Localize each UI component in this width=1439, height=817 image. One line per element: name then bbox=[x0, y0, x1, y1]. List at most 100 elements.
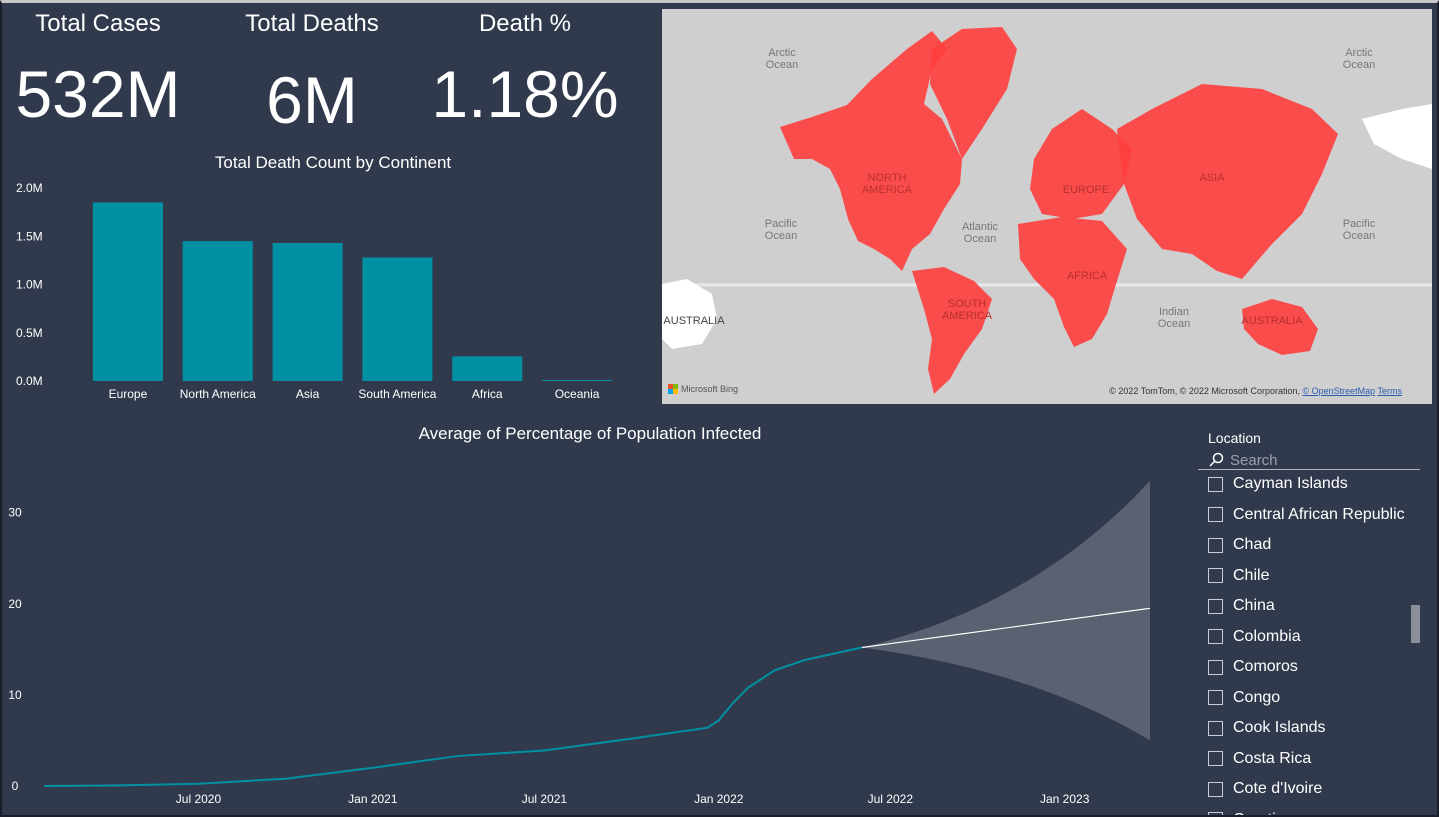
bar[interactable] bbox=[452, 356, 523, 381]
y-tick-label: 0 bbox=[12, 779, 19, 793]
map-label-europe: EUROPE bbox=[1063, 184, 1109, 196]
slicer-item-label: Colombia bbox=[1233, 627, 1301, 645]
series-line[interactable] bbox=[43, 646, 863, 787]
bar[interactable] bbox=[362, 257, 433, 381]
checkbox[interactable] bbox=[1208, 568, 1223, 584]
slicer-item[interactable]: Cayman Islands bbox=[1198, 469, 1420, 500]
map-label-australia: AUSTRALIA bbox=[1241, 315, 1303, 327]
slicer-scrollbar[interactable] bbox=[1411, 605, 1420, 643]
kpi-value: 6M bbox=[266, 63, 358, 137]
kpi-title: Total Cases bbox=[35, 10, 161, 37]
map-label-australia: AUSTRALIA bbox=[663, 315, 725, 327]
checkbox[interactable] bbox=[1208, 690, 1223, 706]
map-label-pacific-ocean: Pacific Ocean bbox=[1343, 218, 1376, 242]
map-region-unhighlighted bbox=[662, 279, 717, 349]
y-tick-label: 10 bbox=[8, 688, 22, 702]
y-tick-label: 1.0M bbox=[16, 278, 43, 292]
map-label-atlantic-ocean: Atlantic Ocean bbox=[962, 221, 999, 245]
x-tick-label: Europe bbox=[109, 387, 148, 401]
world-map[interactable]: Arctic Ocean Arctic Ocean Pacific Ocean Pac… bbox=[662, 9, 1432, 404]
chart-title: Average of Percentage of Population Infe… bbox=[419, 424, 762, 443]
slicer-item[interactable]: Congo bbox=[1198, 683, 1420, 714]
checkbox[interactable] bbox=[1208, 598, 1223, 614]
checkbox[interactable] bbox=[1208, 659, 1223, 675]
slicer-item-label: Chad bbox=[1233, 536, 1272, 554]
map-region-greenland bbox=[930, 27, 1017, 159]
y-tick-label: 0.0M bbox=[16, 374, 43, 388]
slicer-item-label: Cook Islands bbox=[1233, 719, 1326, 737]
slicer-item[interactable]: China bbox=[1198, 591, 1420, 622]
x-tick-label: Oceania bbox=[555, 387, 600, 401]
bing-logo: Microsoft Bing bbox=[668, 384, 738, 394]
x-tick-label: Jul 2020 bbox=[176, 792, 222, 806]
map-credit-text: © 2022 TomTom, © 2022 Microsoft Corporat… bbox=[1109, 386, 1300, 396]
x-tick-label: Jul 2022 bbox=[868, 792, 914, 806]
map-label-south-america: SOUTH AMERICA bbox=[942, 298, 993, 322]
kpi-death-percent: Death % 1.18% bbox=[420, 10, 630, 132]
slicer-item[interactable]: Costa Rica bbox=[1198, 744, 1420, 775]
terms-link[interactable]: Terms bbox=[1377, 386, 1403, 396]
checkbox[interactable] bbox=[1208, 812, 1223, 817]
osm-link[interactable]: © OpenStreetMap bbox=[1302, 386, 1376, 396]
slicer-list: Cayman Islands Central African Republic Ch… bbox=[1198, 469, 1420, 817]
slicer-item[interactable]: Chile bbox=[1198, 561, 1420, 592]
line-chart-population-infected[interactable]: Average of Percentage of Population Infe… bbox=[0, 418, 1190, 817]
x-tick-label: Jan 2023 bbox=[1040, 792, 1090, 806]
slicer-item-label: Chile bbox=[1233, 566, 1270, 584]
bing-label: Microsoft Bing bbox=[681, 384, 739, 394]
map-region-australia bbox=[1242, 299, 1318, 355]
x-tick-label: Jan 2021 bbox=[348, 792, 398, 806]
map-region-africa bbox=[1018, 217, 1127, 347]
map-label-north-america: NORTH AMERICA bbox=[862, 172, 913, 196]
map-label-indian-ocean: Indian Ocean bbox=[1158, 306, 1190, 330]
slicer-item[interactable]: Cote d'Ivoire bbox=[1198, 774, 1420, 805]
map-credit: © 2022 TomTom, © 2022 Microsoft Corporat… bbox=[1109, 386, 1402, 396]
x-tick-label: Africa bbox=[472, 387, 503, 401]
bar-chart-death-by-continent[interactable]: Total Death Count by Continent 0.0M 0.5M 1.… bbox=[0, 148, 660, 410]
map-canvas: Arctic Ocean Arctic Ocean Pacific Ocean Pac… bbox=[662, 27, 1432, 394]
x-tick-label: South America bbox=[358, 387, 436, 401]
slicer-item-label: Cayman Islands bbox=[1233, 475, 1348, 493]
search-icon bbox=[1209, 452, 1224, 467]
map-region-europe bbox=[1030, 109, 1132, 219]
bar[interactable] bbox=[92, 202, 163, 381]
slicer-item[interactable]: Croatia bbox=[1198, 805, 1420, 817]
checkbox[interactable] bbox=[1208, 720, 1223, 736]
map-label-arctic-ocean: Arctic Ocean bbox=[766, 47, 798, 71]
slicer-item[interactable]: Central African Republic bbox=[1198, 500, 1420, 531]
checkbox[interactable] bbox=[1208, 537, 1223, 553]
checkbox[interactable] bbox=[1208, 781, 1223, 797]
checkbox[interactable] bbox=[1208, 751, 1223, 767]
slicer-item[interactable]: Chad bbox=[1198, 530, 1420, 561]
y-tick-label: 2.0M bbox=[16, 181, 43, 195]
map-region-unhighlighted bbox=[1362, 104, 1432, 169]
slicer-item[interactable]: Cook Islands bbox=[1198, 713, 1420, 744]
y-tick-label: 1.5M bbox=[16, 229, 43, 243]
y-tick-label: 30 bbox=[8, 506, 22, 520]
slicer-item-label: Comoros bbox=[1233, 658, 1298, 676]
bar[interactable] bbox=[182, 241, 253, 381]
map-label-africa: AFRICA bbox=[1067, 270, 1108, 282]
checkbox[interactable] bbox=[1208, 629, 1223, 645]
map-label-pacific-ocean: Pacific Ocean bbox=[765, 218, 798, 242]
slicer-item-label: Central African Republic bbox=[1233, 505, 1405, 523]
checkbox[interactable] bbox=[1208, 507, 1223, 523]
slicer-item-label: Congo bbox=[1233, 688, 1281, 706]
slicer-item[interactable]: Colombia bbox=[1198, 622, 1420, 653]
checkbox[interactable] bbox=[1208, 476, 1223, 492]
slicer-search bbox=[1198, 451, 1420, 470]
map-label-arctic-ocean: Arctic Ocean bbox=[1343, 47, 1375, 71]
kpi-total-deaths: Total Deaths 6M bbox=[222, 10, 402, 138]
microsoft-logo-icon bbox=[668, 384, 678, 394]
kpi-title: Death % bbox=[478, 10, 572, 37]
slicer-item-label: Costa Rica bbox=[1233, 749, 1312, 767]
search-input[interactable] bbox=[1230, 451, 1410, 469]
slicer-item[interactable]: Comoros bbox=[1198, 652, 1420, 683]
map-region-north-america bbox=[780, 31, 962, 271]
kpi-title: Total Deaths bbox=[245, 10, 379, 37]
chart-title: Total Death Count by Continent bbox=[215, 153, 452, 172]
bar[interactable] bbox=[272, 243, 343, 381]
slicer-item-label: China bbox=[1233, 597, 1275, 615]
bar[interactable] bbox=[542, 380, 613, 381]
kpi-total-cases: Total Cases 532M bbox=[8, 10, 188, 132]
